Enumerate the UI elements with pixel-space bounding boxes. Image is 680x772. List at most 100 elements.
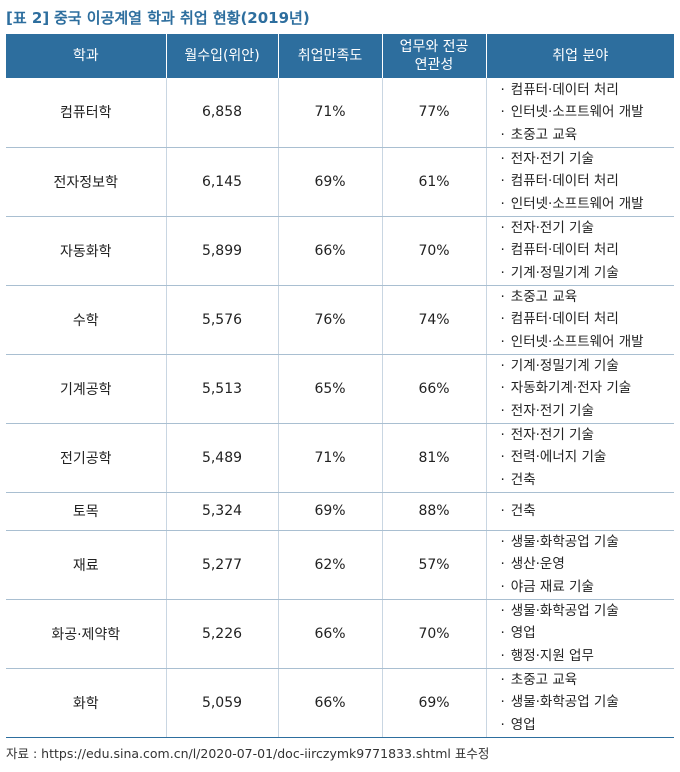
field-item: 인터넷·소프트웨어 개발 [501,193,675,216]
satisfaction-cell: 71% [277,78,382,148]
field-item: 전력·에너지 기술 [501,446,675,469]
fields-cell: 초중고 교육컴퓨터·데이터 처리인터넷·소프트웨어 개발 [485,285,675,355]
fields-list: 전자·전기 기술컴퓨터·데이터 처리인터넷·소프트웨어 개발 [501,148,675,216]
relevance-cell: 81% [381,423,486,493]
fields-cell: 기계·정밀기계 기술자동화기계·전자 기술전자·전기 기술 [485,354,675,424]
field-item: 초중고 교육 [501,124,675,147]
income-cell: 5,513 [165,354,278,424]
major-cell: 전자정보학 [6,147,166,217]
field-item: 컴퓨터·데이터 처리 [501,239,675,262]
income-cell: 5,324 [165,492,278,531]
relevance-cell: 70% [381,599,486,669]
income-cell: 6,145 [165,147,278,217]
relevance-cell: 61% [381,147,486,217]
income-cell: 5,489 [165,423,278,493]
field-item: 기계·정밀기계 기술 [501,355,675,378]
fields-list: 컴퓨터·데이터 처리인터넷·소프트웨어 개발초중고 교육 [501,79,675,147]
satisfaction-cell: 76% [277,285,382,355]
satisfaction-cell: 66% [277,668,382,738]
table-number: [표 2] [6,9,50,27]
field-item: 생물·화학공업 기술 [501,531,675,554]
fields-list: 초중고 교육컴퓨터·데이터 처리인터넷·소프트웨어 개발 [501,286,675,354]
income-cell: 5,059 [165,668,278,738]
relevance-cell: 70% [381,216,486,286]
satisfaction-cell: 66% [277,599,382,669]
fields-cell: 컴퓨터·데이터 처리인터넷·소프트웨어 개발초중고 교육 [485,78,675,148]
fields-list: 생물·화학공업 기술영업행정·지원 업무 [501,600,675,668]
field-item: 전자·전기 기술 [501,424,675,447]
relevance-cell: 69% [381,668,486,738]
field-item: 초중고 교육 [501,669,675,692]
field-item: 컴퓨터·데이터 처리 [501,170,675,193]
header-satisfaction: 취업만족도 [277,34,382,78]
major-cell: 화공·제약학 [6,599,166,669]
header-income: 월수입(위안) [165,34,278,78]
employment-table: 학과 월수입(위안) 취업만족도 업무와 전공 연관성 취업 분야 컴퓨터학 6,8… [6,34,674,738]
income-cell: 5,226 [165,599,278,669]
fields-cell: 초중고 교육생물·화학공업 기술영업 [485,668,675,738]
fields-cell: 전자·전기 기술컴퓨터·데이터 처리인터넷·소프트웨어 개발 [485,147,675,217]
field-item: 야금 재료 기술 [501,576,675,599]
major-cell: 화학 [6,668,166,738]
satisfaction-cell: 69% [277,492,382,531]
satisfaction-cell: 62% [277,530,382,600]
major-cell: 기계공학 [6,354,166,424]
table-title: 중국 이공계열 학과 취업 현황(2019년) [53,9,310,27]
relevance-cell: 77% [381,78,486,148]
field-item: 건축 [501,500,675,523]
field-item: 컴퓨터·데이터 처리 [501,79,675,102]
field-item: 자동화기계·전자 기술 [501,377,675,400]
major-cell: 수학 [6,285,166,355]
field-item: 건축 [501,469,675,492]
field-item: 영업 [501,714,675,737]
field-item: 행정·지원 업무 [501,645,675,668]
fields-list: 생물·화학공업 기술생산·운영야금 재료 기술 [501,531,675,599]
fields-list: 전자·전기 기술전력·에너지 기술건축 [501,424,675,492]
fields-list: 건축 [501,500,675,523]
income-cell: 5,277 [165,530,278,600]
fields-cell: 건축 [485,492,675,531]
fields-list: 전자·전기 기술컴퓨터·데이터 처리기계·정밀기계 기술 [501,217,675,285]
major-cell: 자동화학 [6,216,166,286]
field-item: 기계·정밀기계 기술 [501,262,675,285]
field-item: 전자·전기 기술 [501,148,675,171]
table-caption: [표 2] 중국 이공계열 학과 취업 현황(2019년) [6,6,310,30]
fields-list: 기계·정밀기계 기술자동화기계·전자 기술전자·전기 기술 [501,355,675,423]
satisfaction-cell: 66% [277,216,382,286]
header-fields: 취업 분야 [485,34,674,78]
fields-cell: 전자·전기 기술컴퓨터·데이터 처리기계·정밀기계 기술 [485,216,675,286]
satisfaction-cell: 71% [277,423,382,493]
income-cell: 6,858 [165,78,278,148]
satisfaction-cell: 65% [277,354,382,424]
field-item: 초중고 교육 [501,286,675,309]
relevance-cell: 74% [381,285,486,355]
field-item: 전자·전기 기술 [501,217,675,240]
header-major: 학과 [6,34,166,78]
header-row: 학과 월수입(위안) 취업만족도 업무와 전공 연관성 취업 분야 [6,34,674,78]
relevance-cell: 57% [381,530,486,600]
field-item: 생물·화학공업 기술 [501,600,675,623]
fields-cell: 생물·화학공업 기술영업행정·지원 업무 [485,599,675,669]
fields-cell: 생물·화학공업 기술생산·운영야금 재료 기술 [485,530,675,600]
major-cell: 토목 [6,492,166,531]
major-cell: 컴퓨터학 [6,78,166,148]
relevance-cell: 66% [381,354,486,424]
header-relevance-label: 업무와 전공 연관성 [399,39,469,73]
field-item: 컴퓨터·데이터 처리 [501,308,675,331]
major-cell: 재료 [6,530,166,600]
fields-list: 초중고 교육생물·화학공업 기술영업 [501,669,675,737]
field-item: 인터넷·소프트웨어 개발 [501,331,675,354]
field-item: 생물·화학공업 기술 [501,691,675,714]
field-item: 영업 [501,622,675,645]
